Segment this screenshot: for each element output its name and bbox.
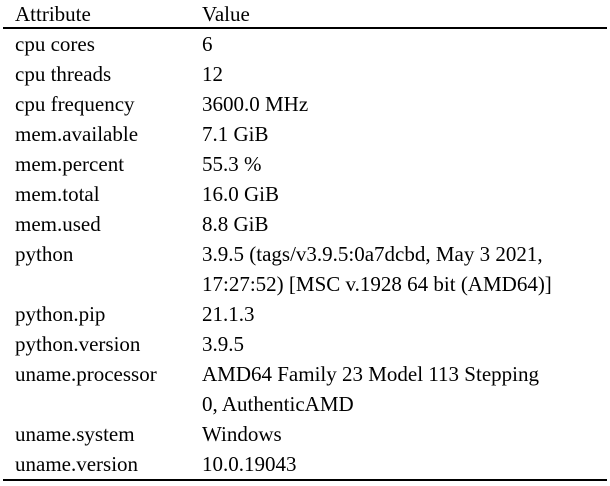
table-header-row: Attribute Value xyxy=(3,1,607,29)
table-row: python.pip 21.1.3 xyxy=(3,299,607,329)
value-cell: 10.0.19043 xyxy=(202,449,607,481)
value-cell: 7.1 GiB xyxy=(202,122,269,146)
attribute-cell: mem.used xyxy=(15,212,101,236)
value-cell: 55.3 % xyxy=(202,152,262,176)
table-row: cpu frequency 3600.0 MHz xyxy=(3,89,607,119)
attribute-cell: cpu frequency xyxy=(15,92,135,116)
value-cell: 8.8 GiB xyxy=(202,212,269,236)
attribute-cell: cpu threads xyxy=(15,62,112,86)
table-row: uname.processor AMD64 Family 23 Model 11… xyxy=(3,359,607,419)
value-cell: 6 xyxy=(202,32,213,56)
attribute-cell: uname.system xyxy=(15,422,135,446)
attribute-cell: python xyxy=(15,242,74,266)
table-row: uname.system Windows xyxy=(3,419,607,449)
value-cell: 3.9.5 xyxy=(202,332,244,356)
attribute-cell: mem.total xyxy=(15,182,100,206)
value-cell: 3600.0 MHz xyxy=(202,92,309,116)
table-row: python 3.9.5 (tags/v3.9.5:0a7dcbd, May 3… xyxy=(3,239,607,299)
attribute-cell: mem.available xyxy=(15,122,139,146)
table-row: cpu threads 12 xyxy=(3,59,607,89)
value-cell: Windows xyxy=(202,422,282,446)
table-row: mem.percent 55.3 % xyxy=(3,149,607,179)
table-row: mem.available 7.1 GiB xyxy=(3,119,607,149)
value-cell: 3.9.5 (tags/v3.9.5:0a7dcbd, May 3 2021, … xyxy=(202,242,552,296)
table-header-value: Value xyxy=(202,1,607,29)
attribute-cell: cpu cores xyxy=(15,32,95,56)
attribute-cell: uname.version xyxy=(3,449,202,481)
attribute-cell: python.pip xyxy=(15,302,106,326)
table-body: cpu cores 6 cpu threads 12 cpu frequency… xyxy=(3,28,607,481)
system-attributes-table: Attribute Value cpu cores 6 cpu threads … xyxy=(3,1,607,481)
value-cell: 12 xyxy=(202,62,223,86)
table-row: mem.total 16.0 GiB xyxy=(3,179,607,209)
value-cell: 21.1.3 xyxy=(202,302,255,326)
table-row: mem.used 8.8 GiB xyxy=(3,209,607,239)
attribute-cell: mem.percent xyxy=(15,152,125,176)
table-row: uname.version 10.0.19043 xyxy=(3,449,607,481)
table-header: Attribute Value xyxy=(3,1,607,29)
value-cell: 16.0 GiB xyxy=(202,182,280,206)
attribute-cell: python.version xyxy=(15,332,141,356)
table-header-attribute: Attribute xyxy=(3,1,202,29)
value-cell: AMD64 Family 23 Model 113 Stepping 0, Au… xyxy=(202,362,539,416)
table-row: cpu cores 6 xyxy=(3,28,607,59)
attribute-cell: uname.processor xyxy=(15,362,157,386)
table-row: python.version 3.9.5 xyxy=(3,329,607,359)
